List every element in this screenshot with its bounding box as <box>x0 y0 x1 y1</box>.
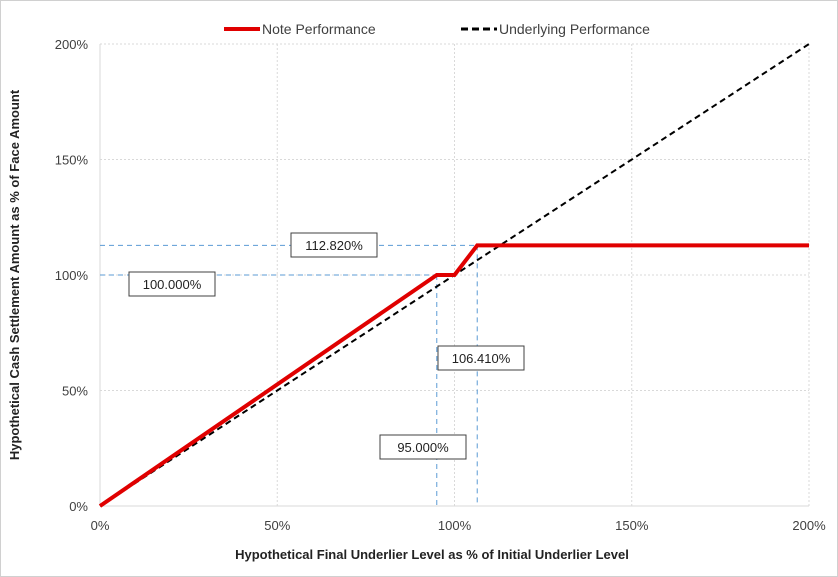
legend-label: Note Performance <box>262 21 376 37</box>
x-tick-label: 200% <box>792 518 826 533</box>
x-tick-label: 0% <box>91 518 110 533</box>
y-axis-title: Hypothetical Cash Settlement Amount as %… <box>7 89 22 460</box>
x-tick-label: 150% <box>615 518 649 533</box>
annotation-box <box>128 271 216 297</box>
series-lines <box>98 43 810 508</box>
tick-labels: 0% 50% 100% 150% 200% 0% 50% 100% 150% 200% <box>55 37 826 533</box>
annotation-label: 95.000% <box>397 440 449 455</box>
annotation-label: 100.000% <box>143 277 202 292</box>
annotation-box <box>290 232 378 258</box>
x-tick-label: 100% <box>438 518 472 533</box>
y-tick-label: 100% <box>55 268 89 283</box>
annotations: 112.820% 100.000% 106.410% 95.000% <box>128 232 525 460</box>
annotation-label: 112.820% <box>305 238 363 253</box>
x-axis-title: Hypothetical Final Underlier Level as % … <box>235 547 629 562</box>
legend-label: Underlying Performance <box>499 21 650 37</box>
annotation-box <box>437 345 525 371</box>
x-tick-label: 50% <box>264 518 290 533</box>
y-tick-label: 200% <box>55 37 89 52</box>
annotation-label: 106.410% <box>452 351 511 366</box>
annotation-box <box>379 434 467 460</box>
y-tick-label: 0% <box>69 499 88 514</box>
y-tick-label: 150% <box>55 153 89 168</box>
legend: Note Performance Underlying Performance <box>224 21 650 37</box>
note-performance-line <box>98 243 809 508</box>
y-tick-label: 50% <box>62 384 88 399</box>
